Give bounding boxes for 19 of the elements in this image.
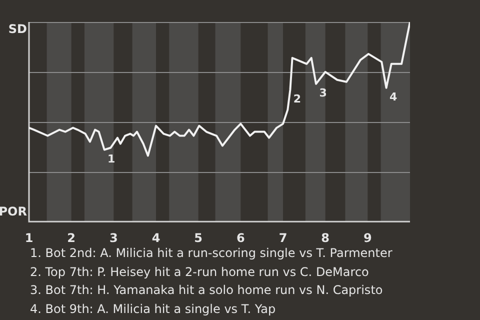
text: 2. Top 7th: P. Heisey hit a 2-run home run vs C. DeMarco: [30, 264, 370, 280]
annotation: 3: [319, 86, 327, 100]
x-tick-label: 9: [363, 230, 372, 245]
x-tick-label: 1: [24, 230, 34, 245]
x-tick-label: 3: [109, 230, 118, 245]
x-tick-label: 4: [152, 230, 160, 245]
x-tick-label: 5: [194, 230, 203, 245]
x-tick-label: 7: [278, 230, 288, 245]
text: POR: [0, 204, 27, 219]
text: 4. Bot 9th: A. Milicia hit a single vs T. Yap: [30, 300, 277, 318]
text: 3. Bot 7th: H. Yamanaka hit a solo home run vs N. Capristo: [30, 282, 384, 299]
annotation: 1: [108, 152, 116, 166]
x-tick-label: 2: [67, 230, 76, 245]
text: 1. Bot 2nd: A. Milicia hit a run-scoring single vs T. Parmenter: [30, 245, 392, 262]
x-tick-label: 8: [321, 230, 330, 245]
annotation: 4: [389, 90, 398, 104]
text: SD: [8, 22, 28, 36]
annotation: 2: [293, 92, 302, 106]
x-tick-label: 6: [236, 230, 245, 245]
